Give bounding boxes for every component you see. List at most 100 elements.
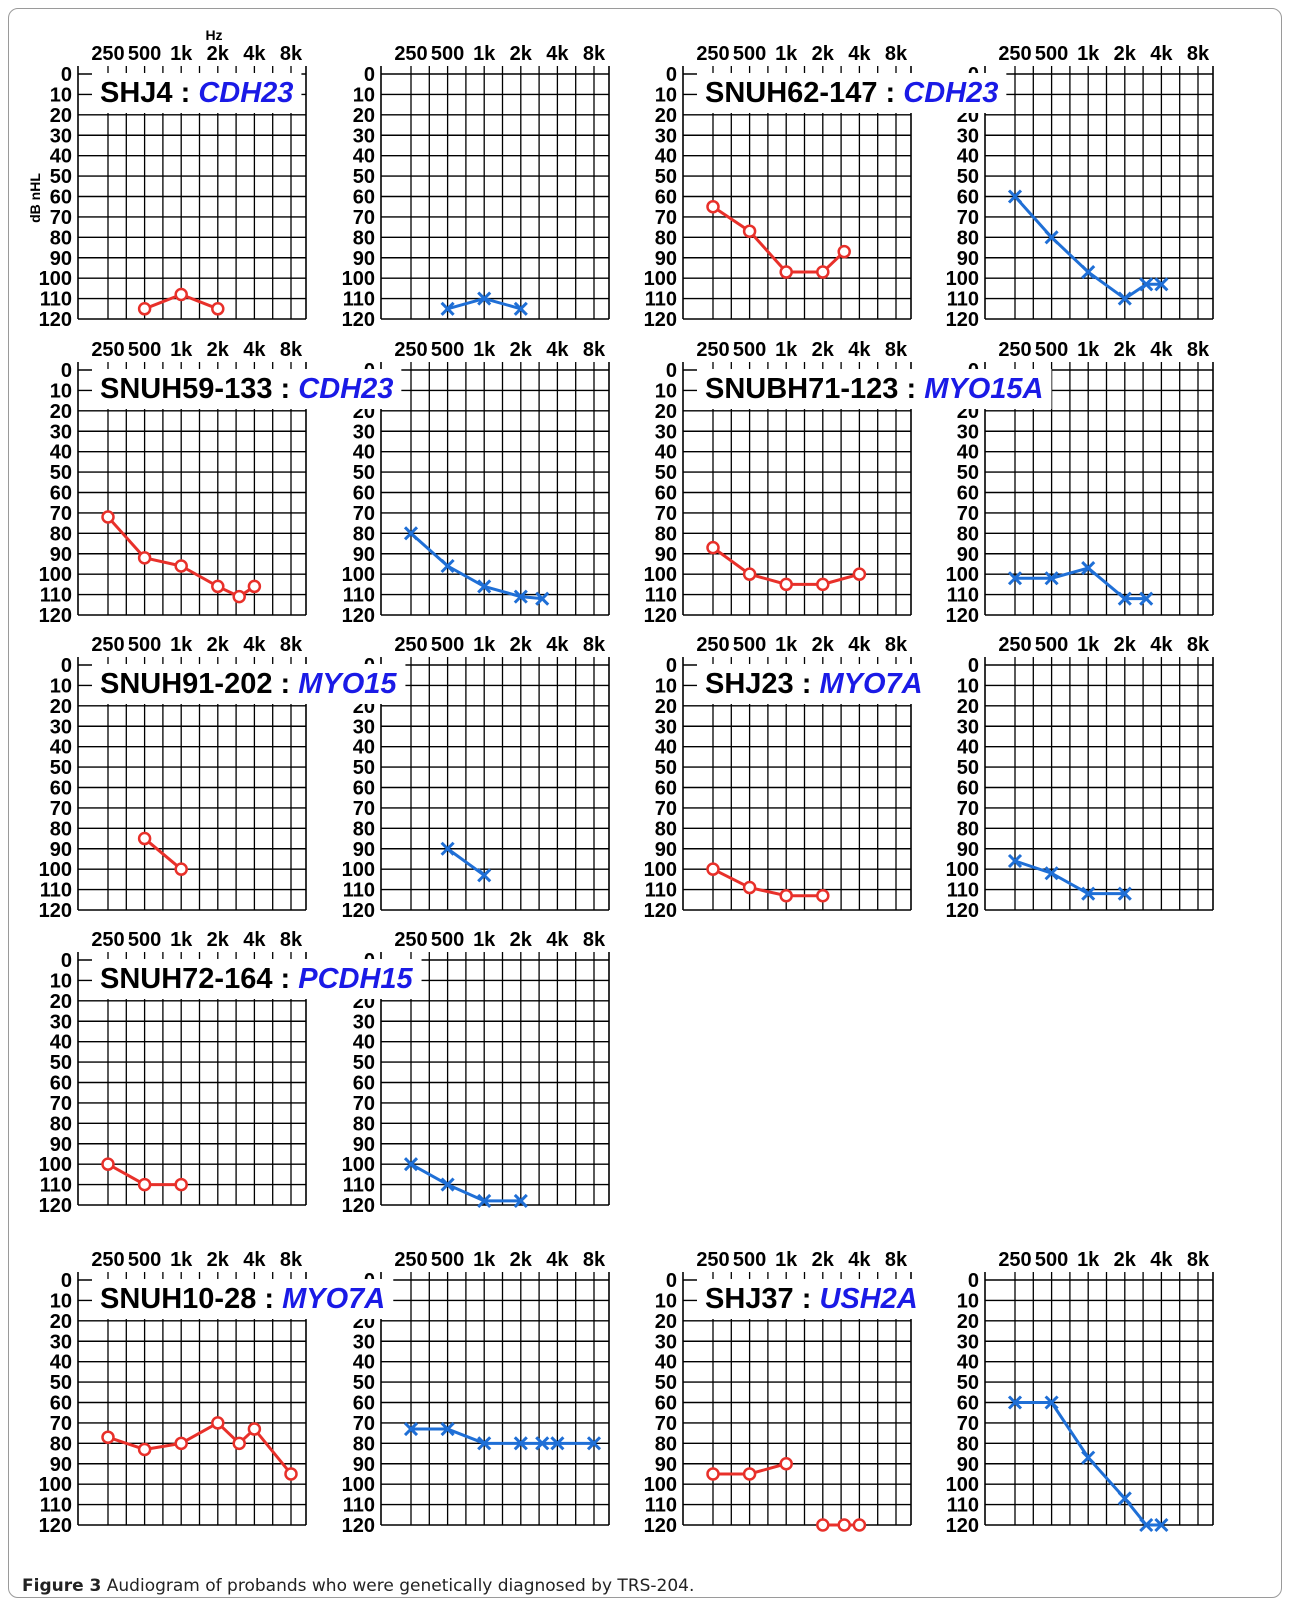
y-tick-label: 80 xyxy=(50,227,72,249)
data-point-right-ear xyxy=(742,224,757,238)
x-tick-label: 4k xyxy=(243,43,266,65)
data-point-left-ear xyxy=(1081,886,1096,901)
x-tick-label: 1k xyxy=(1077,339,1100,361)
x-tick-label: 8k xyxy=(280,634,303,656)
x-tick-label: 2k xyxy=(207,929,230,951)
data-point-left-ear xyxy=(1007,1395,1023,1410)
y-tick-label: 110 xyxy=(343,289,375,311)
data-point-left-ear xyxy=(1044,1395,1059,1410)
x-tick-label: 250 xyxy=(91,339,124,361)
y-tick-label: 60 xyxy=(50,187,72,209)
x-tick-label: 2k xyxy=(812,339,835,361)
y-tick-label: 20 xyxy=(353,105,375,127)
panel-title-background xyxy=(697,369,1052,409)
y-tick-label: 40 xyxy=(50,737,72,759)
data-point-left-ear xyxy=(1139,591,1154,606)
y-tick-label: 110 xyxy=(947,1495,979,1517)
y-tick-label: 30 xyxy=(957,421,979,443)
data-point-left-ear xyxy=(1117,591,1132,606)
x-tick-label: 250 xyxy=(394,1249,427,1271)
data-point-right-ear xyxy=(742,880,757,895)
y-tick-label: 120 xyxy=(342,1195,375,1217)
y-tick-label: 40 xyxy=(655,146,677,168)
y-tick-label: 30 xyxy=(50,125,72,147)
proband-id: SNUBH71-123 : xyxy=(705,373,924,405)
y-tick-label: 110 xyxy=(343,1495,375,1517)
x-tick-label: 8k xyxy=(583,1249,606,1271)
x-tick-label: 2k xyxy=(510,339,533,361)
y-tick-label: 40 xyxy=(655,737,677,759)
x-tick-label: 250 xyxy=(91,929,124,951)
x-tick-label: 4k xyxy=(243,339,266,361)
y-tick-label: 50 xyxy=(655,166,677,188)
y-tick-label: 60 xyxy=(353,1073,375,1095)
y-tick-label: 0 xyxy=(968,655,979,677)
y-tick-label: 70 xyxy=(957,1413,979,1435)
x-tick-label: 500 xyxy=(431,1249,464,1271)
y-tick-label: 40 xyxy=(655,442,677,464)
x-tick-label: 4k xyxy=(848,1249,871,1271)
x-tick-label: 2k xyxy=(510,43,533,65)
data-point-left-ear xyxy=(477,579,492,594)
x-tick-label: 4k xyxy=(243,1249,266,1271)
x-tick-label: 1k xyxy=(1077,43,1100,65)
y-tick-label: 110 xyxy=(645,1495,677,1517)
y-tick-label: 80 xyxy=(50,818,72,840)
y-tick-label: 50 xyxy=(957,462,979,484)
y-tick-label: 90 xyxy=(957,248,979,270)
y-tick-label: 70 xyxy=(353,207,375,229)
y-tick-label: 60 xyxy=(353,1393,375,1415)
y-tick-label: 120 xyxy=(342,309,375,331)
y-tick-label: 0 xyxy=(666,64,677,86)
data-point-left-ear xyxy=(550,1436,565,1451)
y-tick-label: 60 xyxy=(50,1073,72,1095)
y-tick-label: 100 xyxy=(946,268,979,290)
y-tick-label: 120 xyxy=(946,605,979,627)
x-tick-label: 1k xyxy=(1077,1249,1100,1271)
y-tick-label: 90 xyxy=(353,1134,375,1156)
data-point-right-ear xyxy=(852,567,867,581)
y-tick-label: 100 xyxy=(39,1474,72,1496)
data-point-left-ear xyxy=(477,1436,492,1451)
x-tick-label: 500 xyxy=(733,1249,766,1271)
data-point-right-ear xyxy=(137,302,152,316)
y-tick-label: 10 xyxy=(957,675,979,697)
panel-title-background xyxy=(92,959,422,999)
y-tick-label: 40 xyxy=(353,442,375,464)
y-tick-label: 20 xyxy=(655,696,677,718)
series-line-right xyxy=(143,837,183,871)
data-point-left-ear xyxy=(440,1421,455,1437)
y-tick-label: 80 xyxy=(957,818,979,840)
data-point-right-ear xyxy=(742,567,757,581)
y-tick-label: 110 xyxy=(40,1175,72,1197)
data-point-left-ear xyxy=(513,589,528,604)
y-tick-label: 50 xyxy=(655,462,677,484)
x-tick-label: 1k xyxy=(775,634,798,656)
y-tick-label: 80 xyxy=(353,1113,375,1135)
x-tick-label: 4k xyxy=(243,929,266,951)
data-point-right-ear xyxy=(101,510,115,524)
y-tick-label: 90 xyxy=(655,544,677,566)
y-tick-label: 0 xyxy=(61,950,72,972)
y-tick-label: 30 xyxy=(353,421,375,443)
panel-title-background xyxy=(92,73,302,113)
y-tick-label: 120 xyxy=(39,605,72,627)
y-tick-label: 80 xyxy=(50,523,72,545)
data-point-right-ear xyxy=(779,577,793,592)
series-line-left xyxy=(1015,1401,1162,1527)
x-tick-label: 2k xyxy=(207,43,230,65)
data-point-right-ear xyxy=(816,888,830,903)
gene-name: USH2A xyxy=(819,1283,917,1315)
y-tick-label: 40 xyxy=(50,1352,72,1374)
y-tick-label: 30 xyxy=(50,1011,72,1033)
x-tick-label: 8k xyxy=(583,43,606,65)
y-tick-label: 60 xyxy=(353,778,375,800)
y-tick-label: 90 xyxy=(353,1454,375,1476)
x-tick-label: 2k xyxy=(510,929,533,951)
y-tick-label: 10 xyxy=(50,675,72,697)
y-tick-label: 40 xyxy=(50,442,72,464)
y-tick-label: 40 xyxy=(655,1352,677,1374)
y-tick-label: 70 xyxy=(50,798,72,820)
x-tick-label: 8k xyxy=(885,1249,908,1271)
y-tick-label: 90 xyxy=(655,248,677,270)
